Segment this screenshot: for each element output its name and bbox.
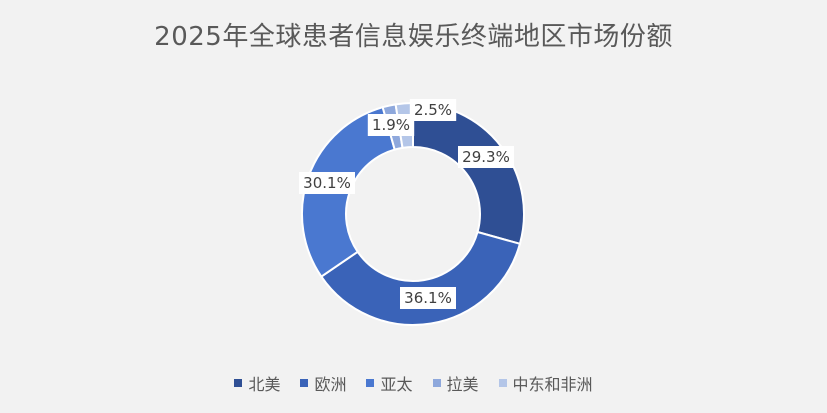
legend-item-5: 中东和非洲 — [498, 371, 593, 395]
legend-swatch — [234, 379, 243, 387]
legend-item-1: 北美 — [234, 371, 280, 395]
legend-label: 中东和非洲 — [512, 375, 593, 394]
legend-label: 拉美 — [446, 375, 479, 394]
svg-text:29.3%: 29.3% — [462, 148, 510, 166]
svg-text:36.1%: 36.1% — [404, 289, 452, 307]
legend-label: 亚太 — [380, 375, 413, 394]
chart-title: 2025年全球患者信息娱乐终端地区市场份额 — [154, 22, 673, 52]
donut-slice-1 — [412, 101, 525, 246]
legend: 北美 欧洲 亚太 拉美 中东和非洲 — [0, 371, 827, 395]
data-label-5: 2.5% — [409, 99, 457, 121]
donut-slice-2 — [319, 230, 522, 326]
data-label-1: 29.3% — [458, 146, 514, 168]
legend-item-3: 亚太 — [366, 371, 413, 395]
legend-item-4: 拉美 — [432, 371, 479, 395]
legend-label: 欧洲 — [314, 375, 347, 394]
data-label-4: 1.9% — [367, 114, 415, 136]
legend-swatch — [366, 379, 375, 387]
data-label-3: 30.1% — [299, 172, 355, 194]
legend-swatch — [432, 379, 441, 387]
svg-text:2.5%: 2.5% — [414, 101, 452, 119]
svg-text:1.9%: 1.9% — [372, 116, 410, 134]
svg-text:30.1%: 30.1% — [303, 174, 351, 192]
legend-label: 北美 — [248, 375, 281, 394]
legend-swatch — [498, 379, 507, 387]
data-label-2: 36.1% — [400, 287, 456, 309]
legend-item-2: 欧洲 — [300, 371, 346, 395]
legend-swatch — [300, 379, 309, 387]
